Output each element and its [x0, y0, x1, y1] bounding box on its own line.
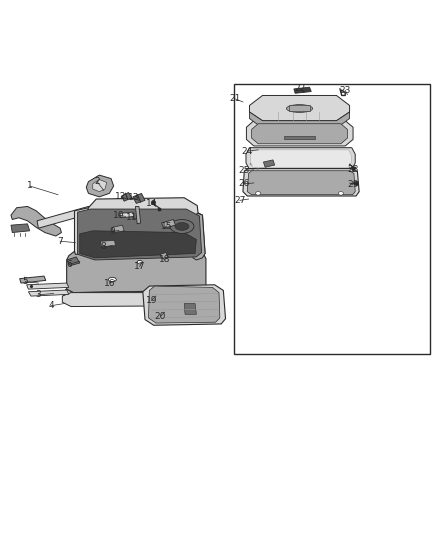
- Text: 10: 10: [113, 211, 125, 220]
- Text: 5: 5: [22, 277, 28, 286]
- Polygon shape: [251, 161, 268, 169]
- Polygon shape: [250, 95, 350, 120]
- Text: 1: 1: [27, 181, 32, 190]
- Polygon shape: [20, 276, 46, 283]
- Text: 2: 2: [94, 177, 100, 186]
- Polygon shape: [284, 136, 315, 139]
- Text: 14: 14: [146, 199, 157, 208]
- Polygon shape: [133, 193, 145, 204]
- Text: 21: 21: [230, 94, 241, 103]
- Polygon shape: [67, 257, 80, 265]
- Polygon shape: [243, 168, 359, 196]
- Text: 13: 13: [128, 193, 140, 202]
- Polygon shape: [113, 225, 124, 232]
- Polygon shape: [188, 213, 205, 260]
- Polygon shape: [74, 208, 205, 262]
- Ellipse shape: [170, 220, 194, 233]
- Text: 3: 3: [35, 290, 41, 300]
- Polygon shape: [11, 206, 61, 236]
- Text: 20: 20: [155, 312, 166, 321]
- Text: 16: 16: [104, 279, 116, 287]
- Text: 6: 6: [66, 260, 72, 269]
- Text: 17: 17: [134, 262, 145, 271]
- Polygon shape: [252, 124, 347, 144]
- Ellipse shape: [109, 277, 116, 282]
- Polygon shape: [27, 283, 69, 289]
- Text: 26: 26: [239, 179, 250, 188]
- Polygon shape: [101, 240, 116, 247]
- Polygon shape: [80, 231, 196, 258]
- Text: 25: 25: [239, 166, 250, 175]
- Text: 29: 29: [347, 180, 359, 189]
- Ellipse shape: [286, 104, 313, 112]
- Ellipse shape: [255, 192, 261, 195]
- Text: 8: 8: [101, 243, 106, 252]
- Text: 18: 18: [159, 255, 170, 264]
- Ellipse shape: [175, 223, 189, 230]
- Polygon shape: [63, 289, 208, 302]
- Polygon shape: [93, 180, 107, 192]
- Text: 22: 22: [294, 84, 305, 93]
- Polygon shape: [143, 285, 226, 325]
- Polygon shape: [86, 175, 114, 197]
- Polygon shape: [263, 160, 275, 167]
- Ellipse shape: [137, 261, 142, 264]
- Polygon shape: [247, 171, 355, 195]
- Text: 7: 7: [57, 237, 63, 246]
- Ellipse shape: [338, 192, 343, 195]
- Text: 9: 9: [110, 227, 115, 236]
- Polygon shape: [250, 112, 350, 128]
- Polygon shape: [294, 87, 311, 93]
- Polygon shape: [37, 206, 167, 228]
- Text: 24: 24: [242, 147, 253, 156]
- Polygon shape: [62, 293, 210, 306]
- Text: 28: 28: [347, 165, 359, 174]
- Polygon shape: [251, 150, 351, 168]
- Polygon shape: [67, 251, 206, 293]
- Bar: [234, 84, 430, 353]
- Polygon shape: [246, 148, 355, 169]
- Polygon shape: [121, 192, 132, 201]
- Polygon shape: [148, 286, 220, 323]
- Text: 19: 19: [146, 296, 157, 305]
- Text: 4: 4: [49, 301, 54, 310]
- Polygon shape: [162, 220, 176, 228]
- Polygon shape: [135, 206, 141, 224]
- Polygon shape: [88, 198, 198, 219]
- Polygon shape: [11, 224, 30, 232]
- Polygon shape: [289, 106, 311, 111]
- Text: 27: 27: [234, 196, 246, 205]
- Polygon shape: [78, 209, 201, 260]
- Polygon shape: [160, 253, 168, 259]
- Text: 15: 15: [161, 222, 173, 231]
- Text: 11: 11: [126, 213, 138, 222]
- Text: 12: 12: [115, 192, 127, 201]
- Polygon shape: [247, 120, 353, 146]
- Polygon shape: [28, 290, 69, 296]
- Polygon shape: [120, 212, 134, 218]
- Polygon shape: [184, 303, 196, 314]
- Text: 23: 23: [339, 86, 351, 95]
